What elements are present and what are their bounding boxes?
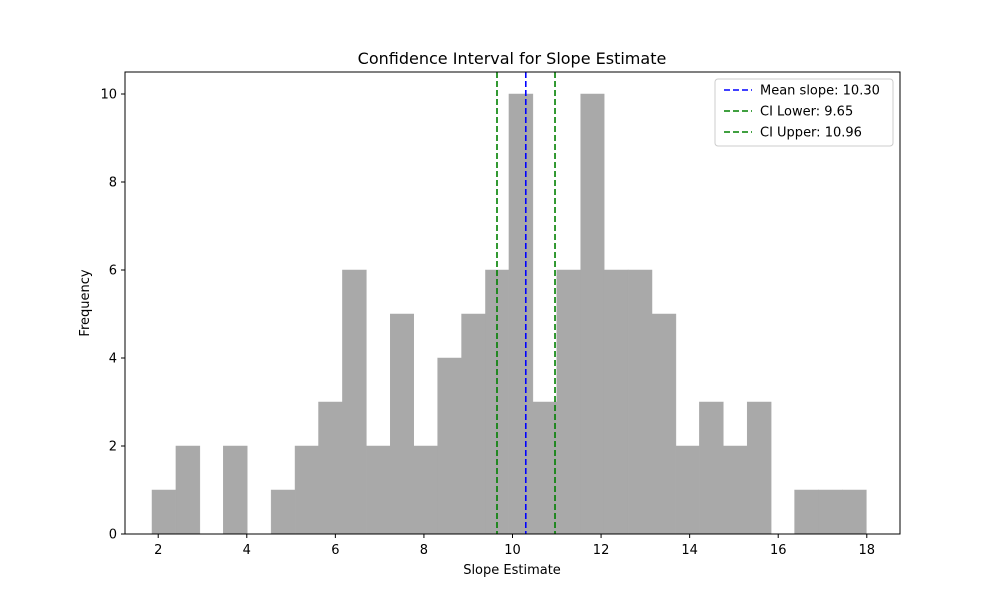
chart-title: Confidence Interval for Slope Estimate [358,49,667,68]
y-axis-label: Frequency [78,269,93,336]
histogram-bar-22 [651,313,677,535]
legend-entries: Mean slope: 10.30 CI Lower: 9.65 CI Upper:… [724,84,880,141]
histogram-bar-20 [603,269,629,535]
histogram-bar-13 [437,357,462,535]
histogram-bar-19 [580,93,605,535]
x-tick-label: 14 [681,543,698,558]
histogram-bar-10 [366,445,391,535]
x-tick-label: 6 [331,543,339,558]
histogram-bar-12 [413,445,438,535]
histogram-bar-16 [508,93,534,535]
y-axis: 0 2 4 6 8 10 [100,88,125,543]
x-tick-label: 8 [420,543,428,558]
y-tick-label: 4 [109,352,117,367]
legend-label-1: Mean slope: 10.30 [760,84,880,99]
y-tick-label: 6 [109,264,117,279]
histogram-bar-21 [627,269,653,535]
histogram-bar-2 [175,445,201,535]
histogram-bar-4 [223,445,248,535]
histogram-bar-28 [794,489,819,535]
reference-lines-layer [496,72,556,534]
legend-label-2: CI Lower: 9.65 [760,105,853,120]
x-axis-label: Slope Estimate [463,563,561,578]
y-tick-label: 10 [100,88,117,103]
x-tick-label: 16 [770,543,787,558]
y-tick-label: 8 [109,176,117,191]
x-tick-label: 12 [593,543,610,558]
histogram-bar-17 [532,401,558,535]
legend-label-3: CI Upper: 10.96 [760,126,862,141]
y-tick-label: 0 [109,528,117,543]
x-tick-label: 10 [504,543,521,558]
bars-layer [151,93,867,535]
histogram-bar-25 [723,445,748,535]
histogram-bar-9 [342,269,367,535]
histogram-bar-24 [699,401,724,535]
y-tick-label: 2 [109,440,117,455]
histogram-bar-8 [318,401,343,535]
histogram-bar-14 [461,313,486,535]
histogram-bar-30 [842,489,867,535]
x-tick-label: 4 [243,543,251,558]
histogram-bar-23 [675,445,700,535]
histogram-bar-18 [556,269,581,535]
x-tick-label: 2 [154,543,162,558]
histogram-bar-6 [270,489,296,535]
histogram-bar-7 [294,445,319,535]
histogram-bar-11 [390,313,414,535]
legend: Mean slope: 10.30 CI Lower: 9.65 CI Upper:… [714,78,894,147]
x-tick-label: 18 [859,543,876,558]
histogram-bar-29 [818,489,843,535]
legend-box [714,78,894,147]
histogram-bar-26 [746,401,772,535]
x-axis: 2 4 6 8 10 12 14 16 18 [154,534,875,558]
histogram-bar-1 [151,489,177,535]
